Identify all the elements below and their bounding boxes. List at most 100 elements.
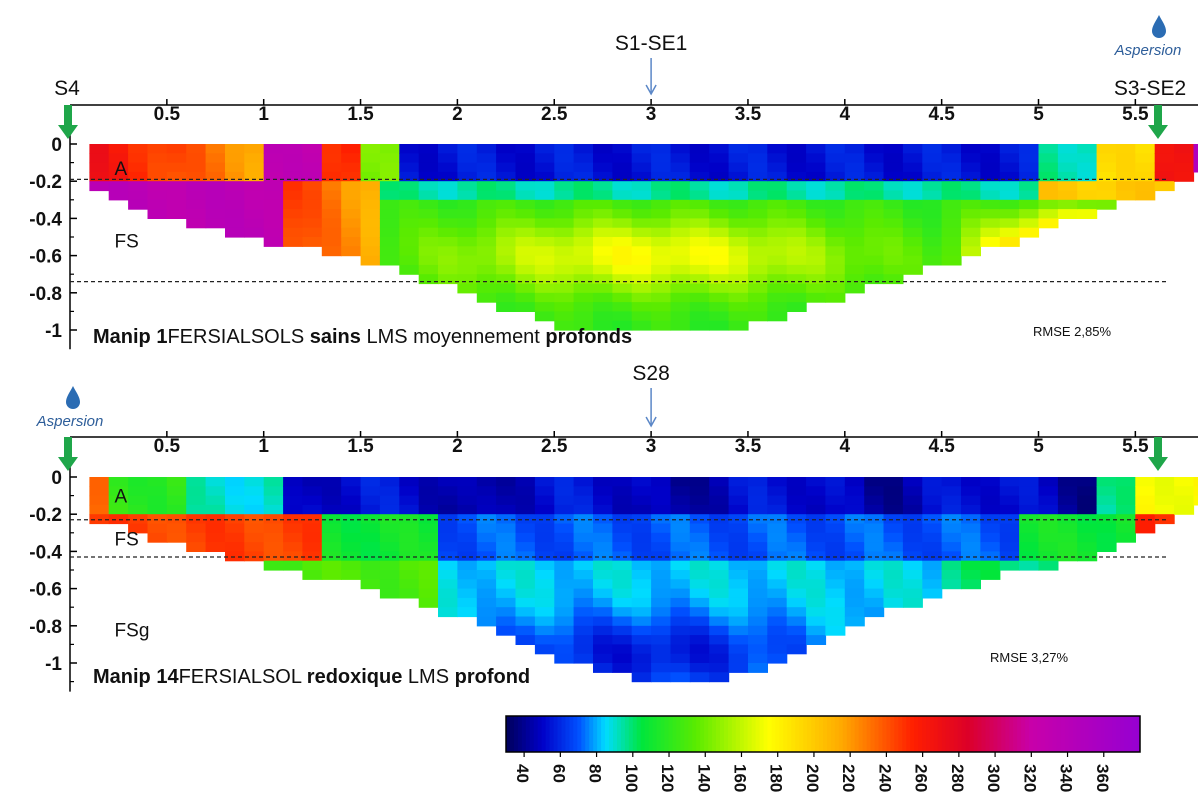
heatmap-cell bbox=[476, 579, 497, 590]
heatmap-cell bbox=[1038, 218, 1059, 229]
heatmap-cell bbox=[593, 523, 613, 534]
heatmap-cell bbox=[89, 181, 110, 192]
heatmap-cell bbox=[1038, 486, 1059, 497]
heatmap-cell bbox=[844, 190, 865, 201]
heatmap-cell bbox=[999, 181, 1020, 192]
heatmap-cell bbox=[1057, 171, 1078, 182]
heatmap-cell bbox=[244, 144, 265, 154]
heatmap-cell bbox=[476, 283, 497, 294]
heatmap-cell bbox=[438, 255, 458, 266]
heatmap-cell bbox=[225, 171, 245, 182]
heatmap-cell bbox=[302, 181, 323, 192]
heatmap-cell bbox=[844, 181, 865, 192]
colorbar-segment bbox=[815, 716, 820, 752]
heatmap-cell bbox=[554, 532, 575, 543]
colorbar-segment bbox=[708, 716, 713, 752]
heatmap-cell bbox=[786, 255, 807, 266]
heatmap-cell bbox=[631, 635, 652, 645]
heatmap-cell bbox=[651, 588, 672, 599]
x-tick-label: 5 bbox=[1033, 104, 1044, 125]
heatmap-cell bbox=[612, 144, 633, 154]
colorbar-segment bbox=[775, 716, 780, 752]
heatmap-cell bbox=[806, 171, 827, 182]
heatmap-cell bbox=[496, 292, 517, 303]
heatmap-cell bbox=[612, 246, 633, 257]
heatmap-cell bbox=[748, 523, 768, 534]
heatmap-cell bbox=[1096, 542, 1117, 552]
heatmap-cell bbox=[786, 532, 807, 543]
heatmap-cell bbox=[728, 283, 749, 294]
heatmap-cell bbox=[476, 190, 497, 201]
heatmap-cell bbox=[670, 570, 691, 580]
heatmap-cell bbox=[883, 162, 904, 173]
heatmap-cell bbox=[496, 255, 517, 266]
heatmap-cell bbox=[496, 616, 517, 627]
heatmap-cell bbox=[515, 625, 536, 636]
heatmap-cell bbox=[728, 171, 749, 182]
heatmap-cell bbox=[302, 153, 323, 164]
heatmap-cell bbox=[244, 504, 265, 515]
heatmap-cell bbox=[360, 162, 381, 173]
heatmap-cell bbox=[593, 579, 613, 590]
heatmap-cell bbox=[844, 283, 865, 294]
heatmap-cell bbox=[418, 171, 439, 182]
heatmap-cell bbox=[515, 551, 536, 562]
heatmap-cell bbox=[321, 570, 342, 580]
heatmap-cell bbox=[631, 209, 652, 219]
colorbar-segment bbox=[696, 716, 701, 752]
heatmap-cell bbox=[399, 570, 420, 580]
heatmap-cell bbox=[1057, 504, 1078, 515]
heatmap-cell bbox=[825, 255, 846, 266]
heatmap-cell bbox=[554, 588, 575, 599]
heatmap-cell bbox=[631, 523, 652, 534]
heatmap-cell bbox=[1096, 486, 1117, 497]
heatmap-cell bbox=[767, 551, 788, 562]
heatmap-cell bbox=[631, 162, 652, 173]
heatmap-cell bbox=[457, 597, 478, 608]
heatmap-cell bbox=[515, 264, 536, 275]
colorbar-segment bbox=[811, 716, 816, 752]
heatmap-cell bbox=[709, 237, 730, 247]
heatmap-cell bbox=[748, 607, 768, 618]
heatmap-cell bbox=[399, 255, 420, 266]
heatmap-cell bbox=[941, 570, 962, 580]
rmse-label: RMSE 2,85% bbox=[1033, 324, 1111, 339]
heatmap-cell bbox=[573, 181, 594, 192]
heatmap-cell bbox=[1038, 162, 1059, 173]
heatmap-cell bbox=[728, 607, 749, 618]
heatmap-cell bbox=[651, 663, 672, 673]
heatmap-cell bbox=[902, 486, 923, 497]
heatmap-cell bbox=[321, 227, 342, 238]
heatmap-cell bbox=[883, 190, 904, 201]
heatmap-cell bbox=[1077, 171, 1098, 182]
colorbar-segment bbox=[1080, 716, 1086, 752]
heatmap-cell bbox=[748, 190, 768, 201]
heatmap-cell bbox=[1174, 477, 1195, 487]
heatmap-cell bbox=[1193, 144, 1198, 154]
heatmap-cell bbox=[283, 162, 304, 173]
heatmap-cell bbox=[128, 181, 149, 192]
heatmap-cell bbox=[786, 274, 807, 285]
heatmap-cell bbox=[399, 153, 420, 164]
heatmap-cell bbox=[534, 264, 555, 275]
heatmap-cell bbox=[748, 663, 768, 673]
heatmap-cell bbox=[128, 162, 149, 173]
horizon-label: FS bbox=[115, 529, 139, 550]
heatmap-cell bbox=[689, 504, 710, 515]
heatmap-cell bbox=[399, 227, 420, 238]
heatmap-cell bbox=[825, 486, 846, 497]
colorbar-segment bbox=[549, 716, 555, 752]
heatmap-cell bbox=[496, 504, 517, 515]
heatmap-cell bbox=[767, 588, 788, 599]
heatmap-cell bbox=[651, 311, 672, 322]
heatmap-cell bbox=[244, 542, 265, 552]
heatmap-cell bbox=[341, 514, 362, 525]
heatmap-cell bbox=[1019, 532, 1040, 543]
heatmap-cell bbox=[593, 560, 613, 571]
heatmap-cell bbox=[1077, 162, 1098, 173]
heatmap-cell bbox=[515, 190, 536, 201]
heatmap-cell bbox=[554, 551, 575, 562]
heatmap-cell bbox=[825, 218, 846, 229]
heatmap-cell bbox=[670, 635, 691, 645]
heatmap-cell bbox=[341, 181, 362, 192]
